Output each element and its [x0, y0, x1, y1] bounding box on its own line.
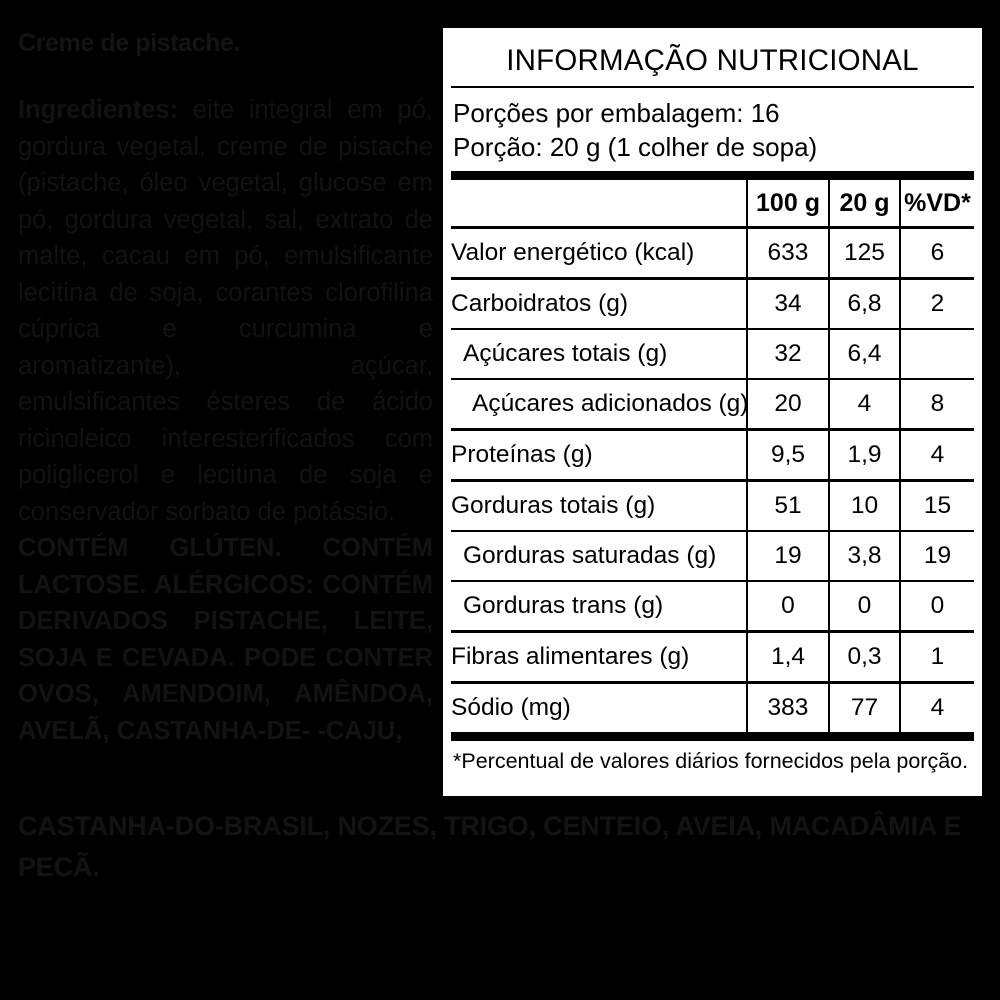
- servings-per-package: Porções por embalagem: 16: [453, 98, 780, 128]
- nutrient-name: Açúcares adicionados (g): [451, 378, 748, 430]
- nutrient-value-20g: 0,3: [828, 630, 900, 683]
- table-row: Gorduras saturadas (g) 19 3,8 19: [451, 530, 974, 581]
- nutrient-name: Proteínas (g): [451, 428, 747, 481]
- ingredients-text: eite integral em pó, gordura vegetal, cr…: [18, 96, 433, 526]
- ingredients-panel: Creme de pistache. Ingredientes: eite in…: [18, 28, 433, 749]
- nutrient-name: Sódio (mg): [451, 681, 747, 732]
- nutrient-value-20g: 0: [828, 580, 900, 632]
- nutrition-panel-title: INFORMAÇÃO NUTRICIONAL: [506, 44, 919, 77]
- table-row: Gorduras trans (g) 0 0 0: [451, 580, 974, 632]
- table-row: Açúcares totais (g) 32 6,4: [451, 328, 974, 379]
- allergen-statement-continued: CASTANHA-DO-BRASIL, NOZES, TRIGO, CENTEI…: [18, 806, 984, 888]
- nutrient-name: Valor energético (kcal): [451, 226, 747, 279]
- title-divider: [451, 86, 974, 88]
- nutrient-name: Gorduras totais (g): [451, 479, 747, 531]
- nutrient-value-vd: 1: [899, 630, 974, 683]
- nutrient-value-20g: 77: [828, 681, 900, 732]
- nutrient-value-vd: [899, 328, 974, 379]
- nutrient-value-vd: 15: [899, 479, 974, 531]
- nutrient-value-20g: 1,9: [828, 428, 900, 481]
- table-row: Açúcares adicionados (g) 20 4 8: [451, 378, 974, 430]
- nutrient-value-20g: 6,4: [828, 328, 900, 379]
- nutrient-value-100g: 9,5: [746, 428, 829, 481]
- column-header-100g: 100 g: [746, 180, 829, 228]
- nutrient-value-100g: 383: [746, 681, 829, 732]
- nutrient-value-20g: 6,8: [828, 277, 900, 329]
- column-header-20g: 20 g: [828, 180, 900, 228]
- nutrient-value-20g: 3,8: [828, 530, 900, 581]
- nutrient-value-100g: 1,4: [746, 630, 829, 683]
- nutrient-value-100g: 633: [746, 226, 829, 279]
- product-title: Creme de pistache.: [18, 29, 241, 57]
- nutrient-value-20g: 10: [828, 479, 900, 531]
- column-header-vd: %VD*: [899, 180, 974, 228]
- ingredients-paragraph: Ingredientes: eite integral em pó, gordu…: [18, 92, 433, 530]
- table-row: Fibras alimentares (g) 1,4 0,3 1: [451, 630, 974, 683]
- serving-info: Porções por embalagem: 16 Porção: 20 g (…: [451, 88, 974, 171]
- nutrient-value-vd: 0: [899, 580, 974, 632]
- nutrient-name: Fibras alimentares (g): [451, 630, 747, 683]
- nutrition-table: 100 g 20 g %VD* Valor energético (kcal) 6…: [451, 180, 974, 732]
- nutrient-value-vd: 4: [899, 428, 974, 481]
- nutrient-name: Açúcares totais (g): [451, 328, 747, 379]
- table-header-row: 100 g 20 g %VD*: [451, 180, 974, 228]
- nutrient-value-vd: 2: [899, 277, 974, 329]
- nutrient-value-100g: 32: [746, 328, 829, 379]
- nutrient-value-100g: 0: [746, 580, 829, 632]
- nutrition-table-body: Valor energético (kcal) 633 125 6 Carboidrat…: [451, 226, 974, 732]
- column-header-nutrient: [451, 180, 747, 228]
- table-row: Sódio (mg) 383 77 4: [451, 681, 974, 732]
- serving-divider-bar: [451, 171, 974, 180]
- nutrient-name: Gorduras saturadas (g): [451, 530, 747, 581]
- nutrient-value-vd: 19: [899, 530, 974, 581]
- nutrient-value-vd: 6: [899, 226, 974, 279]
- nutrient-name: Carboidratos (g): [451, 277, 747, 329]
- allergen-final-line: PECÃ.: [18, 852, 100, 882]
- nutrition-facts-panel: INFORMAÇÃO NUTRICIONAL Porções por embal…: [443, 28, 982, 796]
- serving-size: Porção: 20 g (1 colher de sopa): [453, 132, 818, 162]
- nutrient-value-20g: 4: [828, 378, 900, 430]
- table-row: Valor energético (kcal) 633 125 6: [451, 226, 974, 279]
- nutrient-value-vd: 4: [899, 681, 974, 732]
- allergen-continued-line: CASTANHA-DO-BRASIL, NOZES, TRIGO, CENTEI…: [18, 811, 962, 841]
- nutrient-value-100g: 20: [746, 378, 829, 430]
- nutrient-value-20g: 125: [828, 226, 900, 279]
- table-row: Proteínas (g) 9,5 1,9 4: [451, 428, 974, 481]
- nutrient-name: Gorduras trans (g): [451, 580, 747, 632]
- nutrient-value-100g: 51: [746, 479, 829, 531]
- table-row: Gorduras totais (g) 51 10 15: [451, 479, 974, 531]
- ingredients-label: Ingredientes:: [18, 96, 179, 124]
- table-row: Carboidratos (g) 34 6,8 2: [451, 277, 974, 329]
- table-bottom-bar: [451, 732, 974, 741]
- allergen-statement: CONTÉM GLÚTEN. CONTÉM LACTOSE. ALÉRGICOS…: [18, 534, 433, 745]
- nutrition-footnote: *Percentual de valores diários fornecido…: [453, 749, 969, 773]
- nutrient-value-100g: 34: [746, 277, 829, 329]
- nutrient-value-vd: 8: [899, 378, 974, 430]
- nutrient-value-100g: 19: [746, 530, 829, 581]
